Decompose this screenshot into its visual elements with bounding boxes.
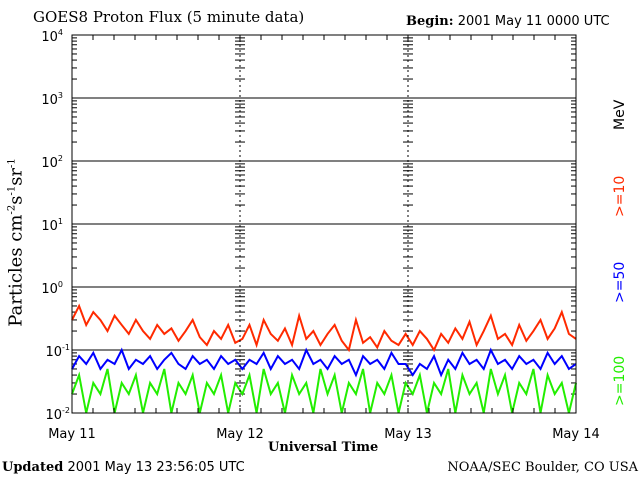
y-axis-label: Particles cm-2s-1sr-1 (5, 158, 27, 327)
chart-title: GOES8 Proton Flux (5 minute data) (33, 8, 305, 26)
y-tick-label: 104 (41, 28, 63, 45)
y-tick-label: 102 (41, 154, 63, 171)
updated-value: 2001 May 13 23:56:05 UTC (67, 460, 245, 475)
y-tick-label: 100 (41, 280, 63, 297)
y-tick-label: 101 (41, 217, 63, 234)
series-line-1 (71, 347, 577, 378)
legend-ge10: >=10 (612, 175, 628, 217)
updated-info: Updated 2001 May 13 23:56:05 UTC (2, 460, 245, 475)
legend-ge50: >=50 (612, 261, 628, 303)
begin-value: 2001 May 11 0000 UTC (457, 14, 610, 29)
legend-ge100: >=100 (612, 355, 628, 406)
x-tick-label: May 14 (552, 427, 600, 442)
series-line-2 (71, 368, 577, 414)
credit: NOAA/SEC Boulder, CO USA (447, 460, 638, 475)
begin-label: Begin: (406, 14, 454, 29)
y-tick-label: 103 (41, 91, 63, 108)
units-label: MeV (612, 99, 628, 130)
begin-info: Begin: 2001 May 11 0000 UTC (406, 14, 610, 29)
x-tick-label: May 11 (48, 427, 96, 442)
y-tick-label: 10-2 (45, 406, 70, 423)
updated-label: Updated (2, 460, 64, 475)
series-line-0 (71, 303, 577, 353)
y-tick-label: 10-1 (45, 343, 70, 360)
x-tick-label: May 13 (384, 427, 432, 442)
x-axis-label: Universal Time (268, 440, 379, 455)
x-tick-label: May 12 (216, 427, 264, 442)
